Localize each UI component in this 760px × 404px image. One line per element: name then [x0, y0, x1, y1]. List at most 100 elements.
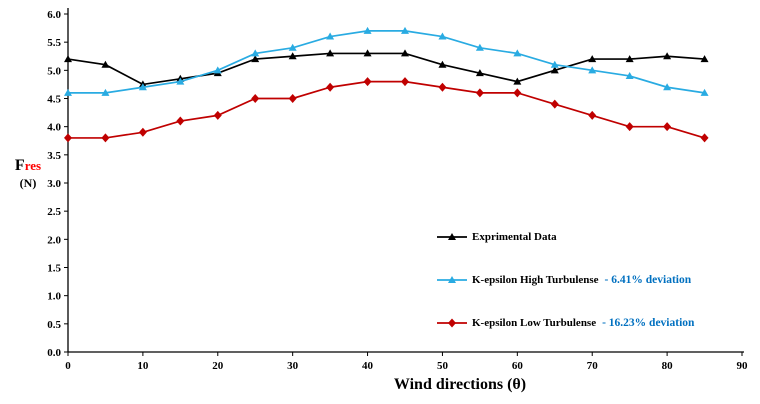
x-tick-label: 40 [362, 360, 374, 372]
data-point-marker [448, 233, 456, 240]
legend-item: K-epsilon High Turbulense - 6.41% deviati… [437, 273, 694, 287]
data-point-marker [176, 116, 185, 126]
data-point-marker [64, 88, 72, 96]
legend-item: K-epsilon Low Turbulense - 16.23% deviati… [437, 316, 694, 330]
y-tick-label: 4.0 [47, 122, 61, 134]
data-point-marker [448, 276, 456, 283]
x-tick-label: 60 [512, 360, 524, 372]
y-tick-label: 0.5 [47, 319, 61, 331]
data-point-marker [663, 52, 672, 60]
data-point-marker [588, 110, 597, 120]
data-point-marker [550, 60, 559, 68]
data-point-marker [663, 83, 672, 91]
x-tick-label: 10 [137, 360, 149, 372]
data-point-marker [326, 32, 335, 40]
data-point-marker [64, 133, 72, 143]
legend-item: Exprimental Data [437, 230, 694, 244]
data-point-marker [438, 82, 447, 92]
x-axis-title: Wind directions (θ) [393, 376, 527, 393]
legend-deviation-label: - 16.23% deviation [602, 317, 695, 329]
y-axis-title-main: F [14, 157, 25, 174]
y-tick-label: 3.0 [47, 178, 61, 190]
data-point-marker [363, 49, 372, 57]
x-tick-label: 0 [65, 360, 71, 372]
data-point-marker [101, 88, 110, 96]
x-tick-label: 50 [437, 360, 449, 372]
data-point-marker [550, 66, 559, 74]
data-point-marker [401, 49, 409, 57]
data-point-marker [700, 88, 709, 96]
y-tick-label: 5.0 [47, 65, 61, 77]
y-axis-unit: (N) [19, 176, 37, 190]
y-tick-label: 4.5 [47, 94, 61, 106]
data-point-marker [625, 55, 634, 63]
legend-label: K-epsilon Low Turbulense [472, 317, 597, 329]
legend-label: Exprimental Data [472, 231, 557, 243]
data-point-marker [101, 133, 110, 143]
data-point-marker [288, 94, 297, 103]
data-point-marker [475, 69, 484, 77]
data-point-marker [213, 110, 222, 120]
data-point-marker [176, 77, 185, 85]
legend: Exprimental Data K-epsilon High Turbulens… [437, 230, 694, 359]
data-point-marker [700, 133, 709, 143]
data-point-marker [288, 52, 297, 60]
y-tick-label: 1.0 [47, 291, 61, 303]
y-tick-label: 2.5 [47, 206, 61, 218]
data-point-marker [251, 49, 260, 57]
data-point-marker [448, 318, 456, 328]
data-point-marker [625, 122, 634, 132]
data-point-marker [363, 77, 372, 87]
data-point-marker [64, 55, 72, 63]
data-point-marker [101, 60, 110, 68]
series-line [68, 80, 705, 139]
data-point-marker [401, 77, 409, 87]
data-point-marker [288, 43, 297, 51]
series-line [67, 52, 705, 86]
y-axis-title-sub: res [24, 158, 42, 173]
data-point-marker [138, 127, 147, 137]
x-tick-label: 20 [212, 360, 224, 372]
data-point-marker [213, 66, 222, 74]
data-point-marker [513, 77, 522, 85]
data-point-marker [513, 49, 522, 57]
legend-deviation-label: - 6.41% deviation [604, 274, 692, 286]
data-point-marker [438, 60, 447, 68]
data-point-marker [588, 66, 597, 74]
data-point-marker [251, 94, 260, 103]
legend-marker-sample [437, 318, 467, 328]
data-point-marker [513, 88, 522, 98]
data-point-marker [700, 55, 709, 63]
data-point-marker [401, 26, 409, 34]
data-point-marker [363, 26, 372, 34]
y-axis-title-symbol: Fres [2, 156, 54, 176]
data-point-marker [326, 49, 335, 57]
y-tick-label: 0.0 [47, 347, 61, 359]
y-tick-label: 1.5 [47, 263, 61, 275]
x-tick-label: 90 [737, 360, 749, 372]
data-point-marker [251, 55, 260, 63]
data-point-marker [475, 88, 484, 98]
legend-marker-sample [437, 233, 467, 240]
legend-marker-sample [437, 276, 467, 283]
y-tick-label: 3.5 [47, 150, 61, 162]
y-axis-title: Fres (N) [2, 156, 54, 191]
legend-label: K-epsilon High Turbulense [472, 274, 599, 286]
y-tick-label: 5.5 [47, 37, 61, 49]
data-point-marker [438, 32, 447, 40]
series-line [68, 30, 705, 94]
data-point-marker [625, 71, 634, 79]
data-point-marker [475, 43, 484, 51]
x-tick-label: 70 [587, 360, 599, 372]
data-point-marker [550, 99, 559, 109]
data-point-marker [588, 55, 597, 63]
data-point-marker [138, 83, 147, 91]
x-tick-label: 80 [662, 360, 674, 372]
data-point-marker [326, 82, 335, 92]
x-tick-label: 30 [287, 360, 299, 372]
data-point-marker [663, 122, 672, 132]
y-tick-label: 6.0 [47, 9, 61, 21]
y-tick-label: 2.0 [47, 234, 61, 246]
